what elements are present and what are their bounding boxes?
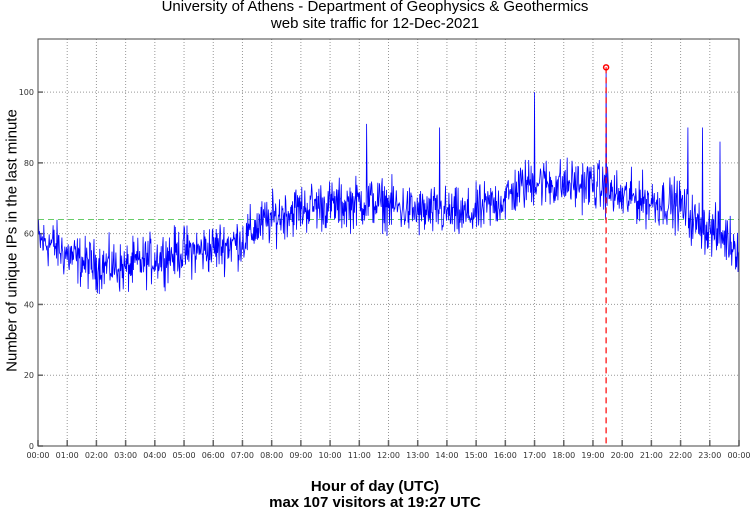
max-annotation: max 107 visitors at 19:27 UTC bbox=[269, 494, 481, 511]
x-tick-label: 08:00 bbox=[260, 451, 283, 460]
x-tick-label: 20:00 bbox=[611, 451, 634, 460]
x-tick-label: 07:00 bbox=[231, 451, 254, 460]
x-tick-label: 19:00 bbox=[581, 451, 604, 460]
plot-frame bbox=[37, 38, 740, 447]
x-tick-label: 10:00 bbox=[319, 451, 342, 460]
x-tick-label: 15:00 bbox=[465, 451, 488, 460]
x-tick-label: 04:00 bbox=[143, 451, 166, 460]
x-tick-label: 12:00 bbox=[377, 451, 400, 460]
y-axis-label: Number of unique IPs in the last minute bbox=[3, 109, 21, 372]
x-tick-label: 02:00 bbox=[85, 451, 108, 460]
y-tick-label: 20 bbox=[24, 371, 34, 380]
x-tick-label: 18:00 bbox=[552, 451, 575, 460]
x-tick-label: 17:00 bbox=[523, 451, 546, 460]
x-axis-label: Hour of day (UTC) bbox=[310, 478, 440, 495]
chart-title: University of Athens - Department of Geo… bbox=[161, 0, 589, 15]
x-tick-label: 03:00 bbox=[114, 451, 137, 460]
x-tick-label: 23:00 bbox=[698, 451, 721, 460]
x-tick-label: 11:00 bbox=[348, 451, 371, 460]
x-tick-label: 21:00 bbox=[640, 451, 663, 460]
y-tick-label: 60 bbox=[24, 230, 34, 239]
y-tick-label: 80 bbox=[24, 159, 34, 168]
x-tick-label: 01:00 bbox=[56, 451, 79, 460]
series-line-visitors bbox=[37, 67, 740, 295]
max-marker-point bbox=[602, 64, 610, 71]
x-tick-label: 14:00 bbox=[435, 451, 458, 460]
x-tick-label: 13:00 bbox=[406, 451, 429, 460]
y-tick-label: 40 bbox=[24, 300, 34, 309]
x-tick-label: 06:00 bbox=[202, 451, 225, 460]
y-tick-label: 0 bbox=[29, 442, 34, 451]
x-tick-label: 16:00 bbox=[494, 451, 517, 460]
x-tick-label: 22:00 bbox=[669, 451, 692, 460]
x-tick-label: 00:00 bbox=[727, 451, 750, 460]
y-tick-label: 100 bbox=[19, 88, 34, 97]
x-tick-label: 05:00 bbox=[173, 451, 196, 460]
x-tick-label: 00:00 bbox=[26, 451, 49, 460]
chart-subtitle: web site traffic for 12-Dec-2021 bbox=[270, 15, 480, 32]
x-tick-label: 09:00 bbox=[289, 451, 312, 460]
